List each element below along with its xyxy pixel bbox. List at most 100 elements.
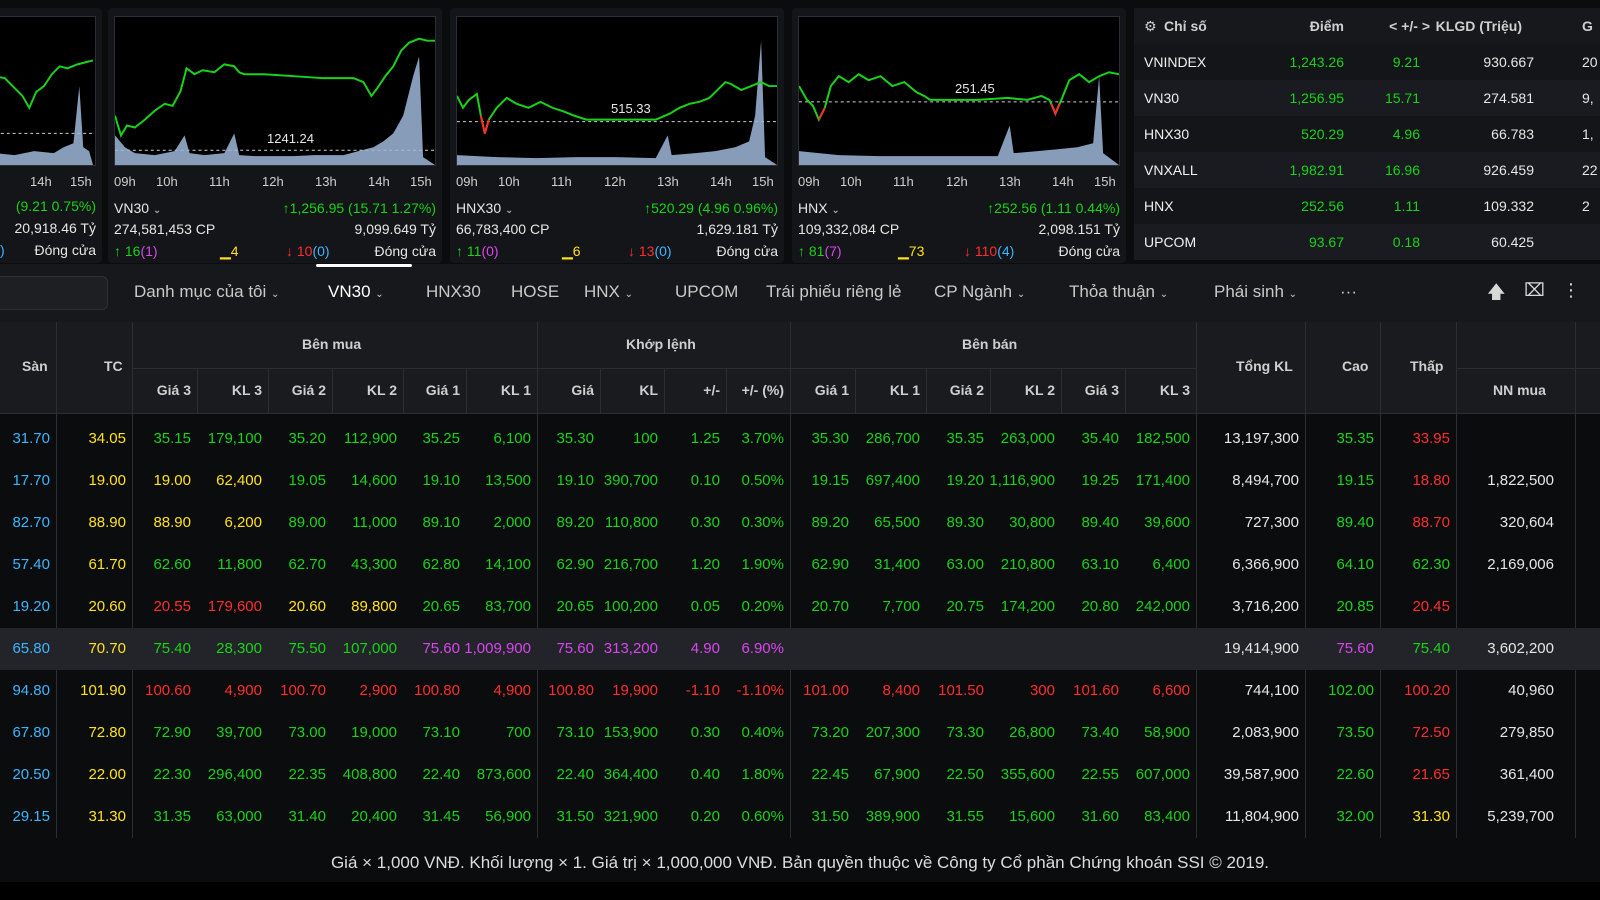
bid-price-1: 73.10 xyxy=(422,724,460,741)
match-price: 22.40 xyxy=(556,766,594,783)
index-card-vn30[interactable]: 1241.24 09h 10h 11h 12h 13h 14h 15h VN30… xyxy=(108,8,442,263)
floor-price: 31.70 xyxy=(12,430,50,447)
tab-hnx[interactable]: HNX ⌄ xyxy=(584,282,633,302)
index-point: 1,243.26 xyxy=(1289,54,1345,70)
index-card-hnx30[interactable]: 515.33 09h 10h 11h 12h 13h 14h 15h HNX30… xyxy=(450,8,784,263)
index-name[interactable]: VN30 ⌄ xyxy=(114,200,161,216)
total-volume: 2,083,900 xyxy=(1232,724,1299,741)
reference-label: 1241.24 xyxy=(265,131,316,146)
tab-private-bonds[interactable]: Trái phiếu riêng lẻ xyxy=(766,282,902,301)
bid-price-3: 35.15 xyxy=(153,430,191,447)
down-count: 10 xyxy=(296,243,313,259)
header-change[interactable]: < +/- > xyxy=(1389,18,1430,34)
bid-price-2: 89.00 xyxy=(288,514,326,531)
stock-row[interactable]: 17.70 19.00 19.00 62,400 19.05 14,600 19.10 13,… xyxy=(0,460,1600,502)
stock-row[interactable]: 20.50 22.00 22.30 296,400 22.35 408,800 22.40 8… xyxy=(0,754,1600,796)
index-row[interactable]: VNXALL 1,982.91 16.96 926.459 22 xyxy=(1134,152,1600,188)
ask-price-3: 31.60 xyxy=(1081,808,1119,825)
stock-row[interactable]: 82.70 88.90 88.90 6,200 89.00 11,000 89.10 2,00… xyxy=(0,502,1600,544)
ref-bar-icon: ▁ xyxy=(898,243,909,259)
stock-row[interactable]: 67.80 72.80 72.90 39,700 73.00 19,000 73.10 700… xyxy=(0,712,1600,754)
index-name[interactable]: HNX ⌄ xyxy=(798,200,840,216)
index-row[interactable]: HNX 252.56 1.11 109.332 2 xyxy=(1134,188,1600,224)
index-name: UPCOM xyxy=(1144,234,1197,250)
ref-price: 22.00 xyxy=(88,766,126,783)
bottom-strip xyxy=(0,882,1600,900)
time-label: 15h xyxy=(752,174,774,189)
index-row[interactable]: VN30 1,256.95 15.71 274.581 9, xyxy=(1134,80,1600,116)
tab-my-watchlist[interactable]: Danh mục của tôi ⌄ xyxy=(134,282,279,302)
ask-vol-1: 389,900 xyxy=(865,808,920,825)
chart-svg xyxy=(115,37,435,165)
index-card-vnindex[interactable]: 14h 15h (9.21 0.75%) 20,918.46 Tỷ ) Đóng… xyxy=(0,8,102,263)
bid-price-1: 89.10 xyxy=(422,514,460,531)
tab-vn30[interactable]: VN30 ⌄ xyxy=(328,282,384,302)
match-price: 73.10 xyxy=(556,724,594,741)
tab-sectors[interactable]: CP Ngành ⌄ xyxy=(934,282,1025,302)
column-divider xyxy=(1380,322,1381,838)
stock-row[interactable]: 94.80 101.90 100.60 4,900 100.70 2,900 100.80 4… xyxy=(0,670,1600,712)
match-price: 62.90 xyxy=(556,556,594,573)
header-match-change-pct: +/- (%) xyxy=(741,382,784,398)
ask-vol-2: 15,600 xyxy=(1009,808,1055,825)
ask-price-2: 63.00 xyxy=(946,556,984,573)
more-icon[interactable]: ⋮ xyxy=(1562,280,1580,300)
match-change: 0.30 xyxy=(690,514,720,531)
arrow-up-icon[interactable]: 🡅 xyxy=(1487,282,1506,302)
high-price: 22.60 xyxy=(1336,766,1374,783)
stock-row[interactable]: 57.40 61.70 62.60 11,800 62.70 43,300 62.80 14,… xyxy=(0,544,1600,586)
match-change: 0.20 xyxy=(690,808,720,825)
match-vol: 153,900 xyxy=(603,724,658,741)
header-bid-price-2: Giá 2 xyxy=(291,382,326,398)
ref-count: 6 xyxy=(572,243,581,259)
stock-row[interactable]: 65.80 70.70 75.40 28,300 75.50 107,000 75.60 1,… xyxy=(0,628,1600,670)
tab-hose[interactable]: HOSE xyxy=(511,282,560,301)
market-status: Đóng cửa xyxy=(1058,243,1120,259)
ref-price: 61.70 xyxy=(88,556,126,573)
ask-vol-2: 30,800 xyxy=(1009,514,1055,531)
column-divider xyxy=(790,322,791,838)
ask-vol-2: 210,800 xyxy=(1000,556,1055,573)
ask-vol-3: 607,000 xyxy=(1135,766,1190,783)
bid-vol-2: 20,400 xyxy=(351,808,397,825)
tab-put-through[interactable]: Thỏa thuận ⌄ xyxy=(1069,282,1168,302)
chevron-down-icon: ⌄ xyxy=(152,205,162,216)
bid-vol-3: 179,100 xyxy=(207,430,262,447)
index-row[interactable]: UPCOM 93.67 0.18 60.425 xyxy=(1134,224,1600,260)
index-value: 2 xyxy=(1582,198,1590,214)
excel-export-icon[interactable]: ⌧ xyxy=(1524,280,1545,300)
tab-hnx30[interactable]: HNX30 xyxy=(426,282,481,301)
tab-derivatives[interactable]: Phái sinh ⌄ xyxy=(1214,282,1297,302)
index-row[interactable]: HNX30 520.29 4.96 66.783 1, xyxy=(1134,116,1600,152)
active-tab-indicator xyxy=(316,264,412,267)
index-row[interactable]: VNINDEX 1,243.26 9.21 930.667 20 xyxy=(1134,44,1600,80)
index-name[interactable]: HNX30 ⌄ xyxy=(456,200,513,216)
ask-price-2: 73.30 xyxy=(946,724,984,741)
header-bid-price-3: Giá 3 xyxy=(156,382,191,398)
foreign-buy: 2,169,006 xyxy=(1487,556,1554,573)
floor-price: 19.20 xyxy=(12,598,50,615)
ask-vol-1: 697,400 xyxy=(865,472,920,489)
symbol-search-input[interactable] xyxy=(0,276,108,310)
match-change-pct: 0.40% xyxy=(741,724,784,741)
bid-vol-1: 56,900 xyxy=(485,808,531,825)
bid-price-1: 22.40 xyxy=(422,766,460,783)
tab-more[interactable]: ··· xyxy=(1340,282,1357,301)
tab-upcom[interactable]: UPCOM xyxy=(675,282,739,301)
bid-price-1: 19.10 xyxy=(422,472,460,489)
match-change: 0.10 xyxy=(690,472,720,489)
ask-vol-1: 8,400 xyxy=(882,682,920,699)
ask-price-2: 89.30 xyxy=(946,514,984,531)
index-value: 1,629.181 Tỷ xyxy=(696,221,778,237)
floor-price: 65.80 xyxy=(12,640,50,657)
ref-price: 88.90 xyxy=(88,514,126,531)
match-change: 0.05 xyxy=(690,598,720,615)
market-status: Đóng cửa xyxy=(34,242,96,258)
bid-vol-2: 43,300 xyxy=(351,556,397,573)
stock-row[interactable]: 31.70 34.05 35.15 179,100 35.20 112,900 35.25 6… xyxy=(0,418,1600,460)
chevron-down-icon: ⌄ xyxy=(831,205,840,216)
stock-row[interactable]: 29.15 31.30 31.35 63,000 31.40 20,400 31.45 56,… xyxy=(0,796,1600,838)
settings-icon[interactable]: ⚙ xyxy=(1144,18,1157,34)
index-card-hnx[interactable]: 251.45 09h 10h 11h 12h 13h 14h 15h HNX ⌄… xyxy=(792,8,1126,263)
stock-row[interactable]: 19.20 20.60 20.55 179,600 20.60 89,800 20.65 83… xyxy=(0,586,1600,628)
